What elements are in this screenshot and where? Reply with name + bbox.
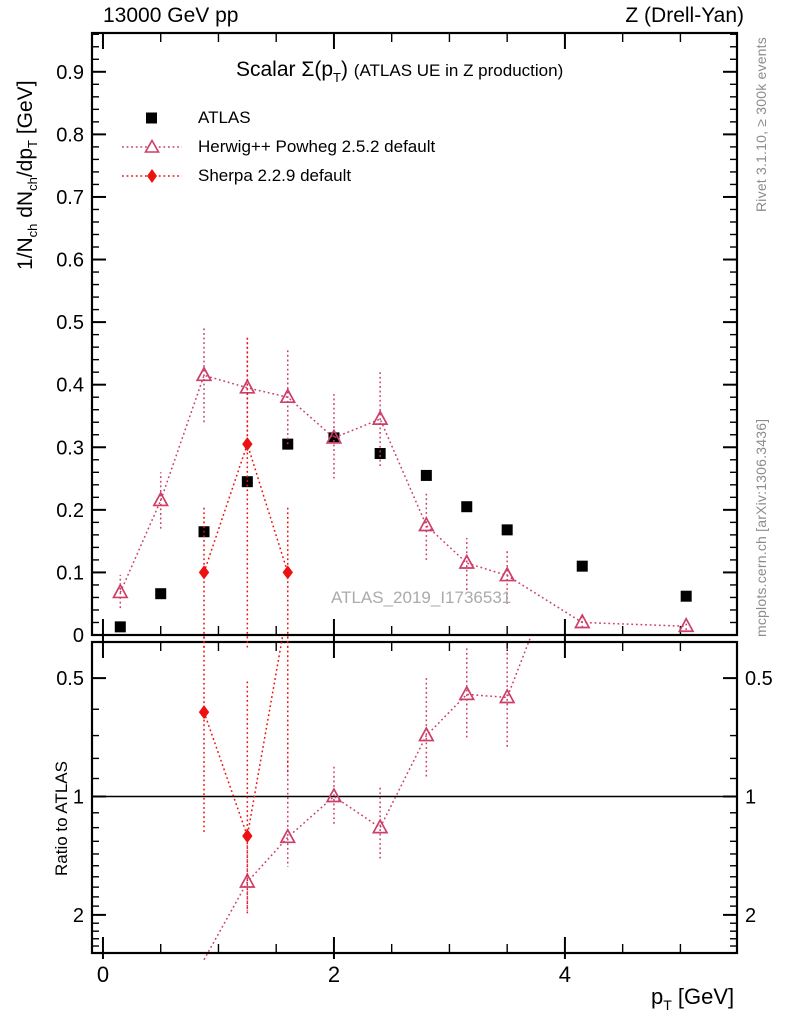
svg-text:0.9: 0.9 [56,62,84,84]
svg-text:2: 2 [73,905,84,927]
plot-title-mid: ) [340,58,354,81]
mcplots-reference-note: mcplots.cern.ch [arXiv:1306.3436] [753,418,769,637]
svg-text:0.3: 0.3 [56,437,84,459]
plot-title: Scalar Σ(pT) (ATLAS UE in Z production) [236,58,563,85]
svg-text:0.5: 0.5 [56,668,84,690]
beam-energy-label: 13000 GeV pp [103,4,239,27]
legend-item-atlas: ATLAS [120,103,435,132]
plot-title-paren: (ATLAS UE in Z production) [353,61,564,80]
legend-item-sherpa: Sherpa 2.2.9 default [120,161,435,190]
analysis-watermark: ATLAS_2019_I1736531 [331,588,512,607]
svg-text:0.1: 0.1 [56,562,84,584]
svg-text:0.5: 0.5 [56,312,84,334]
svg-text:0.8: 0.8 [56,124,84,146]
svg-text:0.4: 0.4 [56,375,84,397]
svg-text:0.6: 0.6 [56,250,84,272]
legend: ATLAS Herwig++ Powheg 2.5.2 default Sher… [120,103,435,190]
svg-text:2: 2 [745,905,756,927]
svg-text:0.5: 0.5 [745,668,773,690]
svg-text:0.2: 0.2 [56,500,84,522]
sherpa-marker-icon [122,168,182,183]
svg-text:1: 1 [73,787,84,809]
y-axis-label: 1/Nch dNch/dpT [GeV] [14,80,40,270]
svg-text:0: 0 [97,962,109,987]
plot-title-subscript: T [333,70,341,85]
svg-text:1: 1 [745,787,756,809]
plot-title-lead: Scalar Σ(p [236,58,334,81]
legend-label-atlas: ATLAS [198,107,251,127]
herwig-marker-icon [122,138,182,153]
rivet-version-note: Rivet 3.1.10, ≥ 300k events [753,37,769,212]
legend-item-herwig: Herwig++ Powheg 2.5.2 default [120,132,435,161]
legend-label-herwig: Herwig++ Powheg 2.5.2 default [198,136,436,156]
svg-text:0.7: 0.7 [56,187,84,209]
svg-text:0: 0 [73,625,84,647]
svg-text:2: 2 [328,962,340,987]
process-label: Z (Drell-Yan) [625,4,744,27]
x-axis-label: pT [GeV] [651,984,735,1013]
atlas-marker-icon [146,112,157,123]
svg-text:4: 4 [559,962,571,987]
legend-label-sherpa: Sherpa 2.2.9 default [198,165,352,185]
ratio-y-axis-label: Ratio to ATLAS [52,761,71,876]
